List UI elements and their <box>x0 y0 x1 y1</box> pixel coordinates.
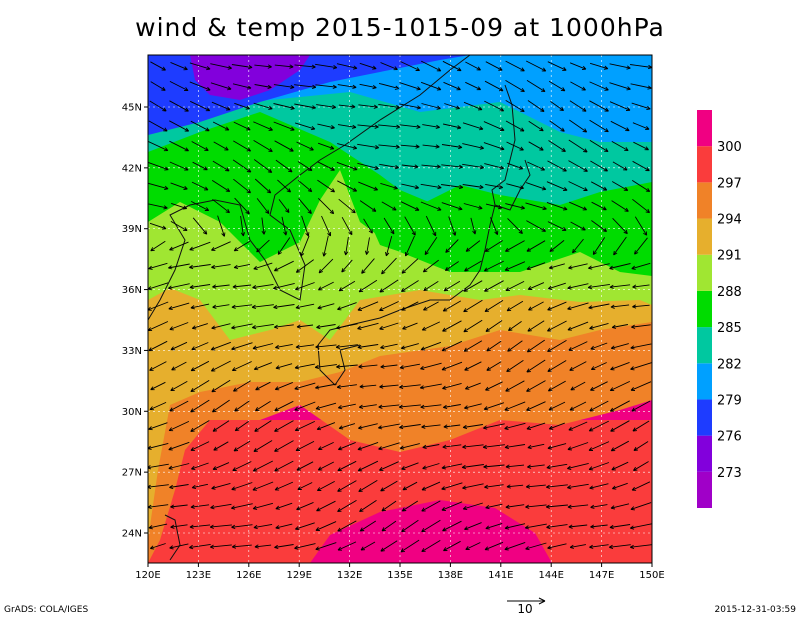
reference-vector <box>507 597 546 605</box>
colorbar-label: 297 <box>717 176 742 191</box>
colorbar: 273 276 279 282 285 288 291 294 297 300 <box>697 110 742 508</box>
title: wind & temp 2015-1015-09 at 1000hPa <box>135 13 665 42</box>
colorbar-segment <box>697 254 712 291</box>
lat-label: 39N <box>122 224 142 235</box>
lon-label: 150E <box>639 570 664 581</box>
vector-scale: 10 <box>517 602 532 616</box>
lat-label: 24N <box>122 529 142 540</box>
colorbar-segment <box>697 435 712 472</box>
colorbar-label: 300 <box>717 140 742 155</box>
colorbar-segment <box>697 363 712 400</box>
colorbar-label: 285 <box>717 321 742 336</box>
wind-vectors <box>148 60 652 553</box>
lon-label: 138E <box>438 570 463 581</box>
colorbar-segment <box>697 182 712 219</box>
lon-label: 147E <box>589 570 614 581</box>
colorbar-segment <box>697 110 712 147</box>
lat-label: 30N <box>122 407 142 418</box>
credit: GrADS: COLA/IGES <box>4 605 88 615</box>
colorbar-segment <box>697 327 712 364</box>
lon-label: 120E <box>135 570 160 581</box>
lat-label: 42N <box>122 163 142 174</box>
colorbar-label: 276 <box>717 430 742 445</box>
colorbar-segment <box>697 146 712 183</box>
lon-label: 132E <box>337 570 362 581</box>
colorbar-label: 273 <box>717 466 742 481</box>
lat-label: 36N <box>122 285 142 296</box>
lon-label: 144E <box>538 570 563 581</box>
graticule <box>148 55 652 563</box>
colorbar-label: 282 <box>717 357 742 372</box>
colorbar-segment <box>697 218 712 255</box>
coastline <box>317 84 516 346</box>
colorbar-label: 288 <box>717 285 742 300</box>
coastline <box>317 344 361 386</box>
coastline <box>164 514 181 561</box>
colorbar-label: 291 <box>717 249 742 264</box>
colorbar-segment <box>697 290 712 328</box>
timestamp: 2015-12-31-03:59 <box>715 605 797 615</box>
lat-label: 45N <box>122 103 142 114</box>
coastline <box>494 159 531 211</box>
axes: 120E 123E 126E 129E 132E 135E 138E 141E 144E 147E… <box>122 103 665 582</box>
colorbar-label: 294 <box>717 213 742 228</box>
lon-label: 129E <box>286 570 311 581</box>
lat-label: 33N <box>122 346 142 357</box>
lon-label: 126E <box>236 570 261 581</box>
temp-band <box>190 55 310 100</box>
lon-label: 123E <box>186 570 211 581</box>
lon-label: 141E <box>488 570 513 581</box>
colorbar-segment <box>697 471 712 508</box>
wind-arrows <box>148 60 652 553</box>
colorbar-segment <box>697 399 712 436</box>
lat-label: 27N <box>122 468 142 479</box>
lon-label: 135E <box>387 570 412 581</box>
colorbar-label: 279 <box>717 393 742 408</box>
